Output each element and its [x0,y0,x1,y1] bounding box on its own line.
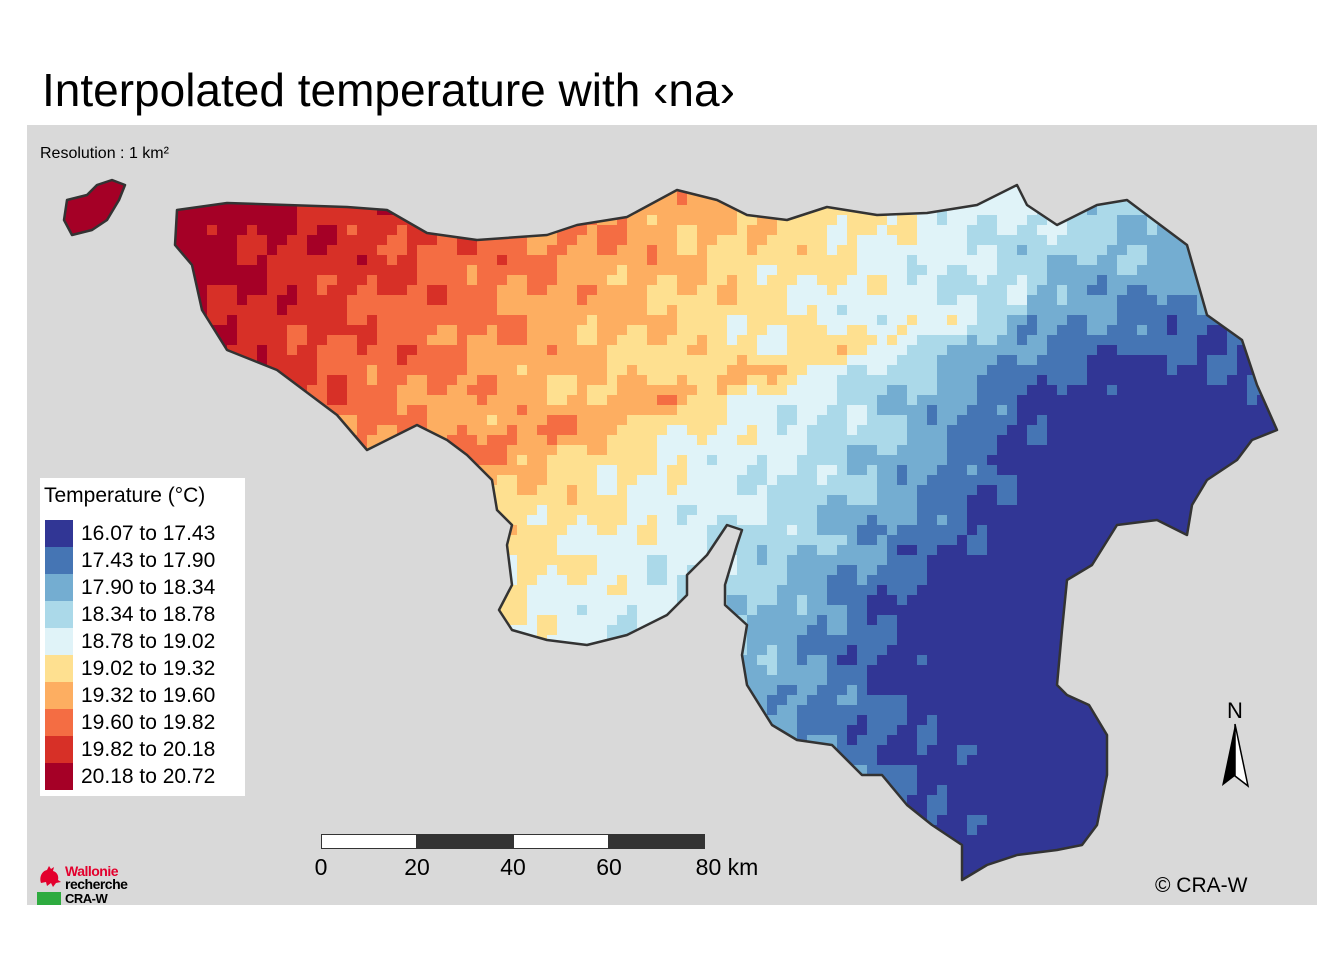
legend-swatch [45,628,73,655]
north-arrow: N [1215,698,1255,792]
legend-item: 19.60 to 19.82 [45,709,243,736]
region-boundary [173,183,1279,882]
wallonie-recherche-logo: Wallonie recherche CRA-W [37,863,147,905]
north-label: N [1227,698,1243,723]
legend-swatch [45,574,73,601]
scale-bar-label: 60 [596,854,622,880]
legend-swatch [45,520,73,547]
legend-label: 19.02 to 19.32 [81,657,216,680]
legend-label: 17.43 to 17.90 [81,549,216,572]
north-arrow-icon [1222,723,1250,788]
legend-swatch [45,709,73,736]
legend-item: 19.02 to 19.32 [45,655,243,682]
leaf-icon [37,892,61,905]
scale-bar-label: 40 [500,854,526,880]
scale-bar: 0 20 40 60 80 km [309,834,758,894]
map-legend: Temperature (°C) 16.07 to 17.43 17.43 to … [40,478,245,796]
scale-bar-label: 20 [404,854,430,880]
region-boundary [62,178,127,237]
scale-bar-segment [609,834,705,849]
resolution-note: Resolution : 1 km² [40,145,169,162]
logo-line-recherche: recherche [65,876,128,892]
legend-label: 16.07 to 17.43 [81,522,216,545]
legend-label: 19.60 to 19.82 [81,711,216,734]
legend-label: 19.32 to 19.60 [81,684,216,707]
legend-item: 17.43 to 17.90 [45,547,243,574]
legend-swatch [45,655,73,682]
legend-label: 18.34 to 18.78 [81,603,216,626]
legend-item: 19.82 to 20.18 [45,736,243,763]
scale-bar-label: 80 km [695,854,759,880]
legend-item: 19.32 to 19.60 [45,682,243,709]
legend-item: 20.18 to 20.72 [45,763,243,790]
legend-label: 19.82 to 20.18 [81,738,216,761]
legend-swatch [45,682,73,709]
scale-bar-segment [513,834,609,849]
legend-label: 20.18 to 20.72 [81,765,216,788]
legend-swatch [45,763,73,790]
legend-item: 18.78 to 19.02 [45,628,243,655]
logo-line-craw: CRA-W [65,891,108,905]
legend-label: 18.78 to 19.02 [81,630,216,653]
legend-swatch [45,736,73,763]
legend-item: 16.07 to 17.43 [45,520,243,547]
legend-swatch [45,601,73,628]
legend-label: 17.90 to 18.34 [81,576,216,599]
scale-bar-segment [321,834,417,849]
legend-title: Temperature (°C) [44,484,206,507]
legend-swatch [45,547,73,574]
map-title: Interpolated temperature with ‹na› [42,64,735,116]
legend-item: 17.90 to 18.34 [45,574,243,601]
scale-bar-segment [417,834,513,849]
map-panel: Resolution : 1 km² Temperature (°C) 16.0… [27,125,1317,905]
copyright: © CRA-W [1155,874,1248,897]
legend-item: 18.34 to 18.78 [45,601,243,628]
scale-bar-label: 0 [314,854,328,880]
rooster-icon [40,866,61,887]
logo-line-wallonie: Wallonie [65,863,119,879]
